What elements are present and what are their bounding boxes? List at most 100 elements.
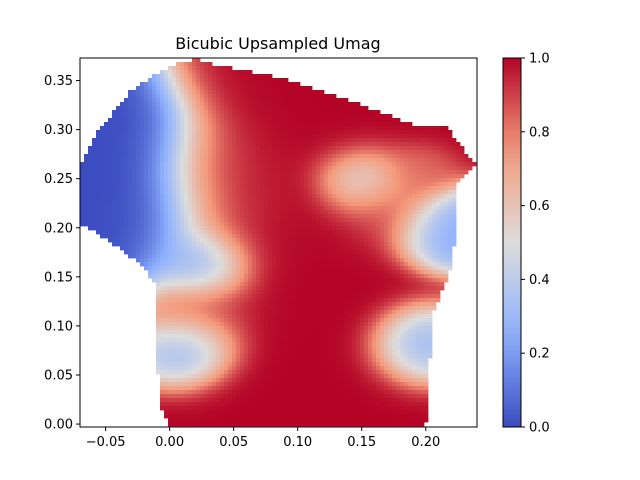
heatmap-cell	[160, 110, 165, 115]
heatmap-cell	[92, 170, 97, 175]
heatmap-cell	[316, 202, 321, 207]
heatmap-cell	[164, 182, 169, 187]
heatmap-cell	[260, 98, 265, 103]
heatmap-cell	[200, 218, 205, 223]
heatmap-cell	[188, 222, 193, 227]
heatmap-cell	[300, 262, 305, 267]
heatmap-cell	[268, 174, 273, 179]
heatmap-cell	[348, 238, 353, 243]
heatmap-cell	[132, 174, 137, 179]
heatmap-cell	[284, 138, 289, 143]
heatmap-cell	[416, 222, 421, 227]
heatmap-cell	[264, 278, 269, 283]
heatmap-cell	[208, 114, 213, 119]
heatmap-cell	[116, 218, 121, 223]
heatmap-cell	[312, 306, 317, 311]
heatmap-cell	[176, 242, 181, 247]
heatmap-cell	[396, 222, 401, 227]
heatmap-cell	[276, 146, 281, 151]
heatmap-cell	[236, 302, 241, 307]
heatmap-cell	[368, 242, 373, 247]
heatmap-cell	[228, 318, 233, 323]
heatmap-cell	[364, 222, 369, 227]
heatmap-cell	[208, 166, 213, 171]
heatmap-cell	[184, 182, 189, 187]
heatmap-cell	[380, 310, 385, 315]
heatmap-cell	[356, 302, 361, 307]
heatmap-cell	[280, 286, 285, 291]
heatmap-cell	[216, 78, 221, 83]
heatmap-cell	[324, 214, 329, 219]
heatmap-cell	[212, 74, 217, 79]
heatmap-cell	[432, 154, 437, 159]
heatmap-cell	[248, 134, 253, 139]
heatmap-cell	[408, 262, 413, 267]
heatmap-cell	[224, 254, 229, 259]
heatmap-cell	[372, 118, 377, 123]
heatmap-cell	[348, 202, 353, 207]
heatmap-cell	[108, 162, 113, 167]
heatmap-cell	[404, 174, 409, 179]
heatmap-cell	[192, 90, 197, 95]
heatmap-cell	[308, 274, 313, 279]
heatmap-cell	[444, 174, 449, 179]
heatmap-cell	[212, 278, 217, 283]
heatmap-cell	[264, 182, 269, 187]
heatmap-cell	[164, 290, 169, 295]
heatmap-cell	[416, 202, 421, 207]
heatmap-cell	[232, 98, 237, 103]
heatmap-cell	[188, 306, 193, 311]
heatmap-cell	[388, 210, 393, 215]
heatmap-cell	[444, 182, 449, 187]
heatmap-cell	[380, 290, 385, 295]
heatmap-cell	[168, 230, 173, 235]
heatmap-cell	[444, 194, 449, 199]
heatmap-cell	[172, 110, 177, 115]
heatmap-cell	[392, 318, 397, 323]
heatmap-cell	[448, 238, 453, 243]
heatmap-cell	[152, 230, 157, 235]
heatmap-cell	[296, 194, 301, 199]
heatmap-cell	[192, 82, 197, 87]
heatmap-cell	[188, 254, 193, 259]
heatmap-cell	[320, 218, 325, 223]
heatmap-cell	[160, 258, 165, 263]
heatmap-cell	[284, 122, 289, 127]
heatmap-cell	[244, 94, 249, 99]
heatmap-cell	[144, 90, 149, 95]
heatmap-cell	[232, 290, 237, 295]
heatmap-cell	[436, 194, 441, 199]
heatmap-cell	[184, 294, 189, 299]
heatmap-cell	[208, 278, 213, 283]
heatmap-cell	[356, 102, 361, 107]
heatmap-cell	[332, 230, 337, 235]
heatmap-cell	[156, 82, 161, 87]
heatmap-cell	[212, 114, 217, 119]
heatmap-cell	[264, 114, 269, 119]
heatmap-cell	[368, 214, 373, 219]
heatmap-cell	[408, 130, 413, 135]
heatmap-cell	[396, 174, 401, 179]
heatmap-cell	[368, 170, 373, 175]
heatmap-cell	[136, 178, 141, 183]
heatmap-cell	[336, 154, 341, 159]
heatmap-cell	[224, 154, 229, 159]
heatmap-cell	[324, 106, 329, 111]
heatmap-cell	[300, 250, 305, 255]
heatmap-cell	[172, 246, 177, 251]
heatmap-cell	[184, 106, 189, 111]
heatmap-cell	[164, 94, 169, 99]
heatmap-cell	[256, 106, 261, 111]
heatmap-cell	[384, 126, 389, 131]
heatmap-cell	[224, 122, 229, 127]
heatmap-cell	[248, 210, 253, 215]
heatmap-cell	[212, 282, 217, 287]
heatmap-cell	[332, 318, 337, 323]
heatmap-cell	[220, 246, 225, 251]
heatmap-cell	[148, 98, 153, 103]
heatmap-cell	[400, 250, 405, 255]
heatmap-cell	[152, 90, 157, 95]
heatmap-cell	[428, 162, 433, 167]
heatmap-cell	[404, 306, 409, 311]
heatmap-cell	[196, 134, 201, 139]
